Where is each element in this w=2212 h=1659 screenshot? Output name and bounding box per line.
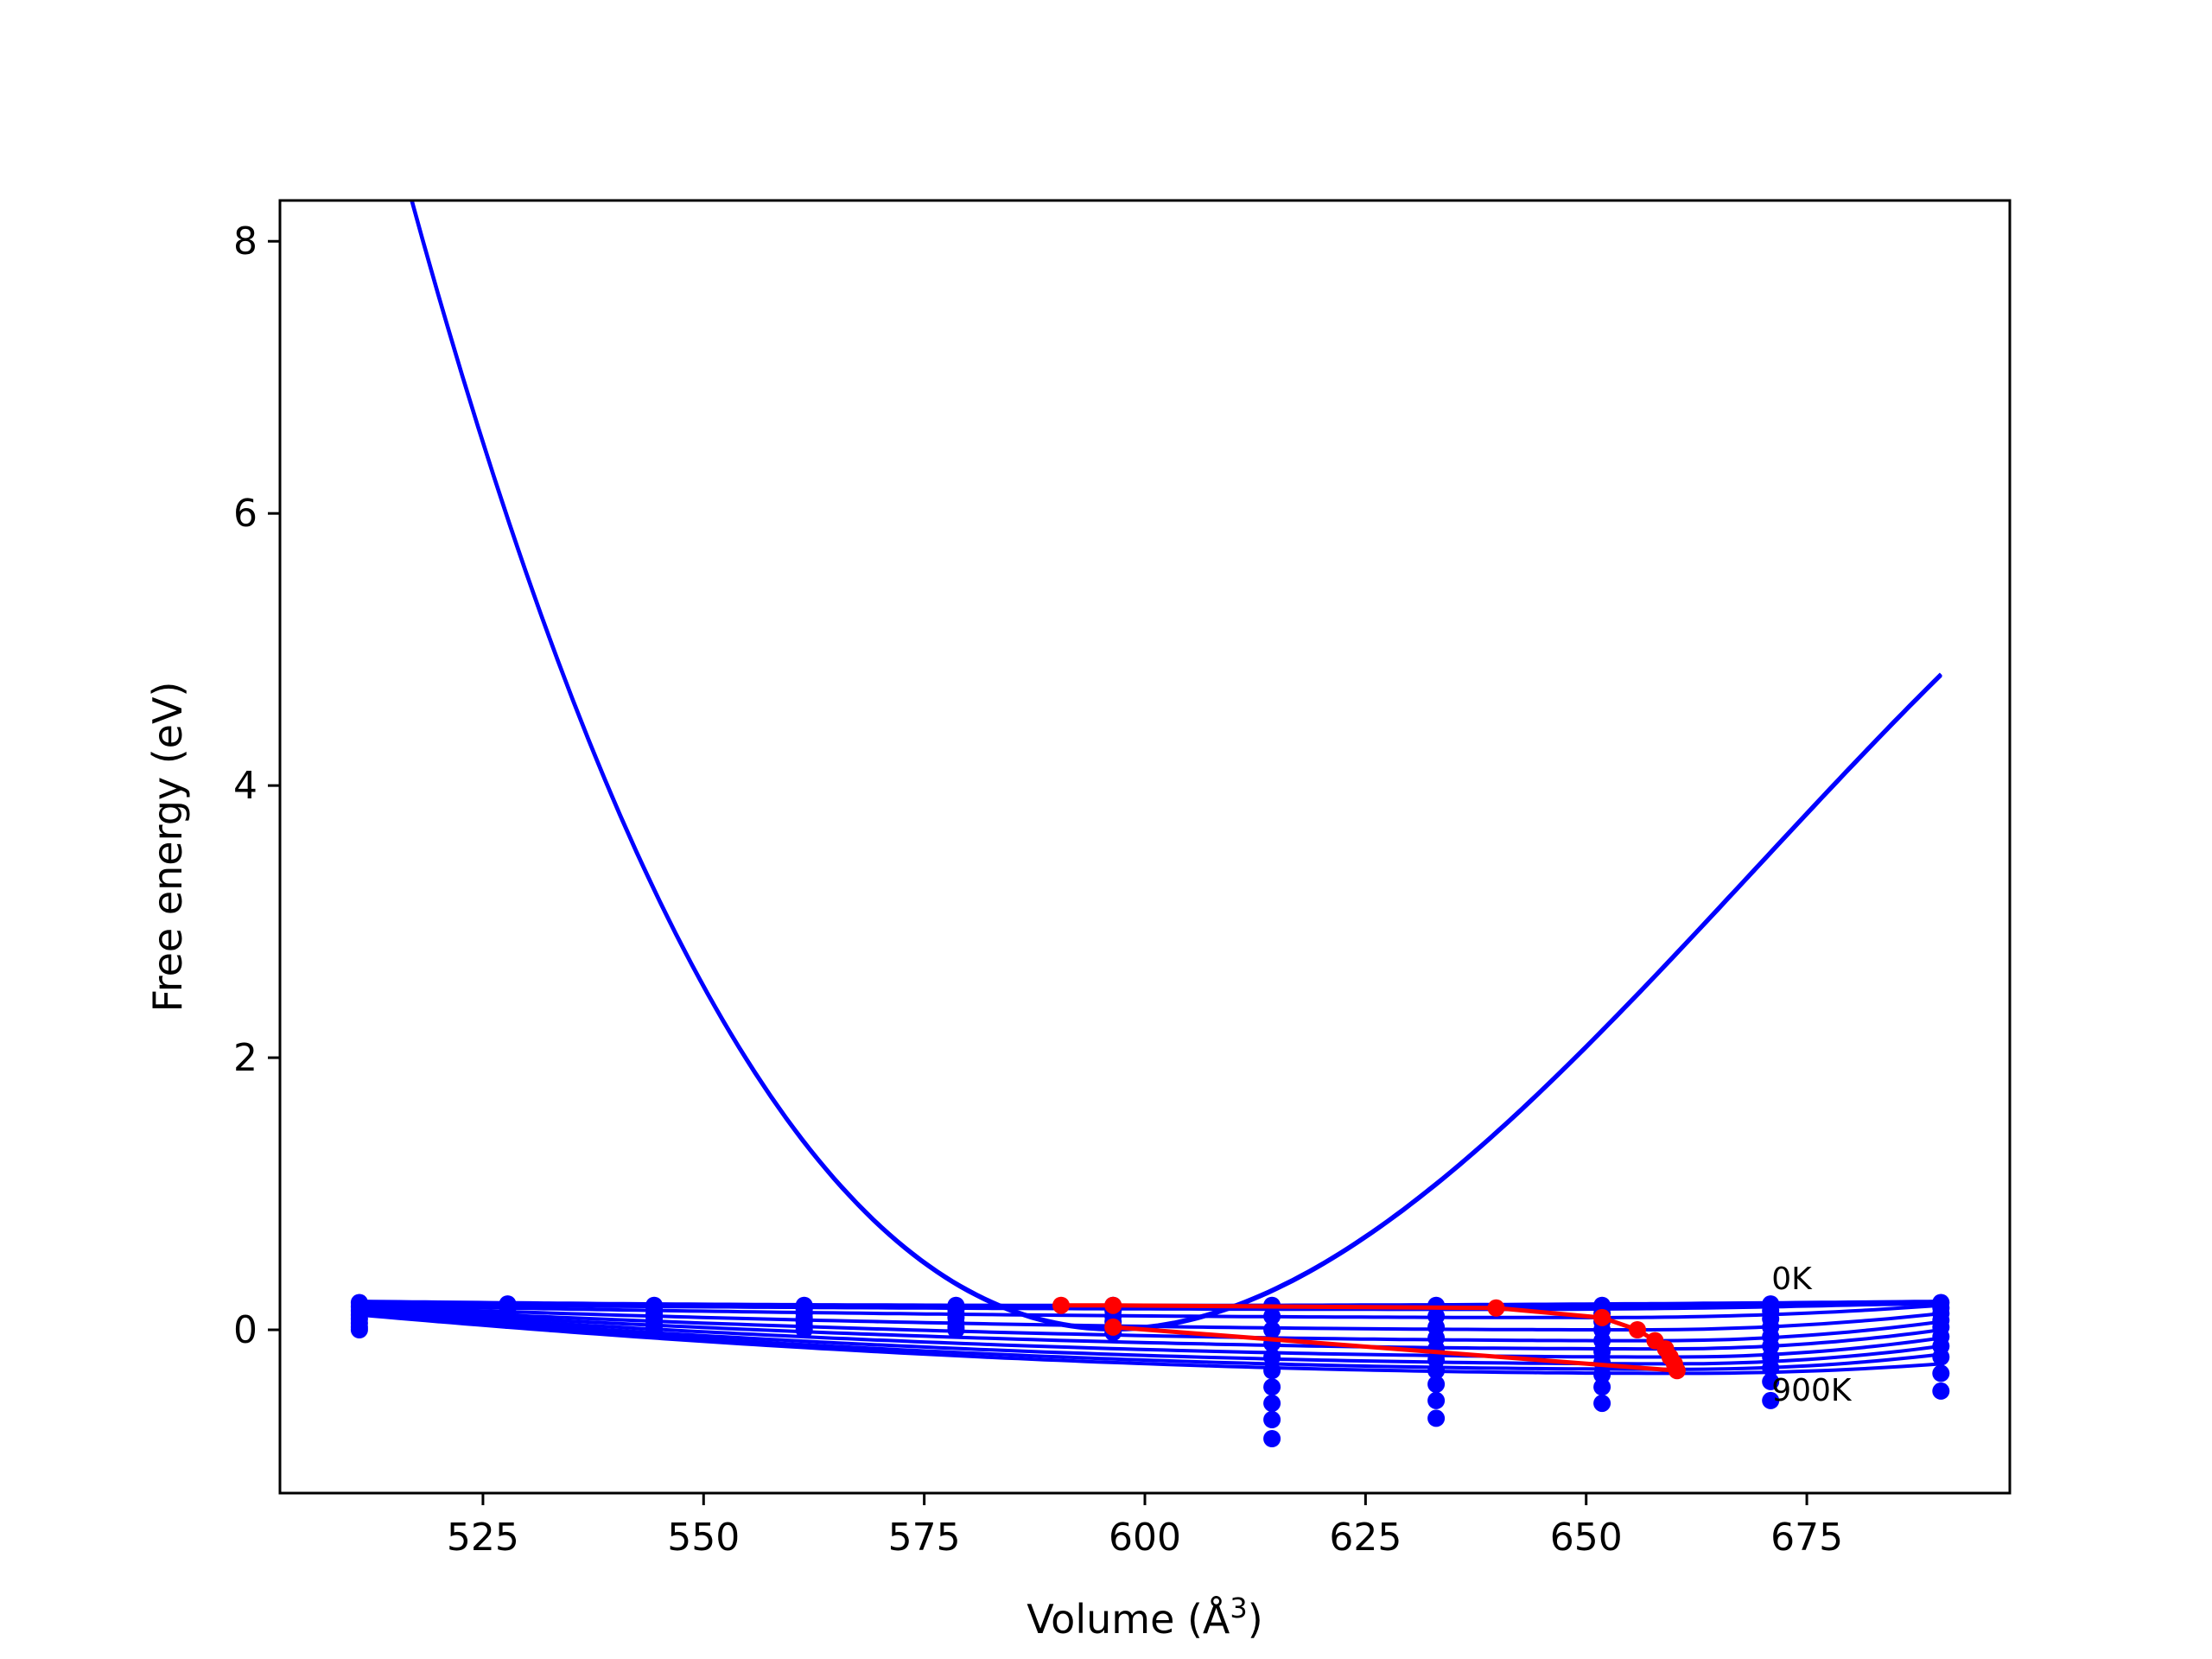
data-point xyxy=(350,1321,368,1338)
minima-path xyxy=(1052,1296,1686,1380)
minimum-point xyxy=(1487,1299,1505,1317)
minimum-point xyxy=(1629,1321,1646,1338)
data-point xyxy=(1593,1378,1611,1396)
x-axis-label-close: ) xyxy=(1248,1596,1263,1643)
y-tick-label: 8 xyxy=(233,219,257,264)
y-tick-label: 6 xyxy=(233,492,257,536)
data-point xyxy=(1427,1362,1446,1380)
data-point xyxy=(1263,1362,1281,1380)
data-point xyxy=(1932,1348,1950,1366)
data-point xyxy=(499,1312,517,1329)
y-axis-label: Free energy (eV) xyxy=(144,682,191,1013)
data-point xyxy=(1932,1382,1950,1400)
data-point xyxy=(1932,1364,1950,1382)
energy-volume-curve-4 xyxy=(410,200,1942,1331)
data-point xyxy=(1263,1411,1281,1428)
annotations: 0K 900K xyxy=(1771,1262,1853,1408)
data-point xyxy=(1263,1430,1281,1447)
x-tick-label: 625 xyxy=(1329,1516,1402,1560)
data-point xyxy=(1263,1348,1281,1366)
data-point xyxy=(1762,1359,1780,1377)
x-tick-label: 600 xyxy=(1109,1516,1181,1560)
data-point xyxy=(1762,1391,1780,1409)
data-point xyxy=(1263,1395,1281,1413)
temperature-curve-100K xyxy=(359,1300,1942,1312)
x-axis: 525 550 575 600 625 650 675 xyxy=(447,1493,1843,1560)
x-axis-label-text: Volume (Å xyxy=(1027,1596,1230,1643)
minimum-point xyxy=(1593,1308,1611,1326)
data-point xyxy=(1263,1321,1281,1338)
annotation-900K: 900K xyxy=(1771,1373,1853,1408)
y-tick-label: 4 xyxy=(233,764,257,808)
minimum-point xyxy=(1104,1318,1122,1336)
data-point xyxy=(1427,1409,1446,1427)
data-point xyxy=(1427,1376,1446,1393)
x-tick-label: 525 xyxy=(447,1516,519,1560)
x-tick-label: 550 xyxy=(667,1516,740,1560)
data-point xyxy=(947,1321,965,1338)
annotation-0K: 0K xyxy=(1771,1262,1813,1297)
data-point xyxy=(1593,1366,1611,1383)
y-axis: 0 2 4 6 8 xyxy=(233,219,280,1352)
energy-volume-curves xyxy=(410,200,1942,1332)
x-axis-label-superscript: 3 xyxy=(1230,1592,1247,1624)
temperature-curve-400K xyxy=(359,1306,1942,1343)
data-point xyxy=(1593,1395,1611,1413)
data-point xyxy=(1762,1372,1780,1390)
y-tick-label: 2 xyxy=(233,1036,257,1080)
minimum-point xyxy=(1052,1296,1070,1314)
x-tick-label: 650 xyxy=(1550,1516,1623,1560)
temperature-curve-500K xyxy=(359,1307,1942,1351)
data-point xyxy=(645,1321,664,1338)
data-point xyxy=(795,1321,813,1338)
data-point xyxy=(1263,1307,1281,1325)
x-tick-label: 575 xyxy=(888,1516,961,1560)
minimum-point xyxy=(1104,1296,1122,1314)
x-tick-label: 675 xyxy=(1770,1516,1843,1560)
y-tick-label: 0 xyxy=(233,1308,257,1352)
data-point xyxy=(1263,1378,1281,1396)
data-point xyxy=(1427,1391,1446,1409)
minimum-point xyxy=(1668,1362,1686,1380)
x-axis-label: Volume (Å3) xyxy=(1027,1592,1262,1643)
plot-area xyxy=(350,200,1950,1447)
temperature-curve-200K xyxy=(359,1303,1942,1319)
